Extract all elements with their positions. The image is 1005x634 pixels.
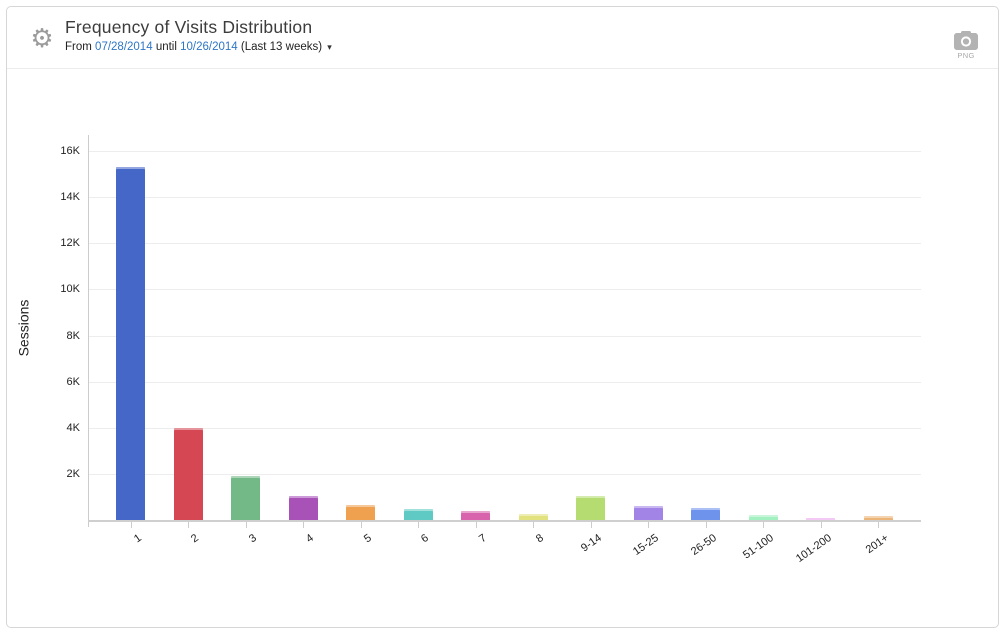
date-to-link[interactable]: 10/26/2014	[180, 41, 238, 53]
date-range-selector[interactable]: From 07/28/2014 until 10/26/2014 (Last 1…	[65, 41, 332, 53]
export-png-button[interactable]: PNG	[944, 27, 988, 63]
bar-15-25[interactable]	[633, 506, 663, 520]
bar-1[interactable]	[116, 167, 145, 520]
bar-6[interactable]	[403, 509, 433, 520]
widget-header: ⚙ Frequency of Visits Distribution From …	[7, 7, 998, 69]
bar-7[interactable]	[461, 511, 490, 520]
bar-5[interactable]	[346, 505, 375, 520]
date-range-mid: until	[155, 41, 177, 53]
date-from-link[interactable]: 07/28/2014	[95, 41, 153, 53]
export-format-label: PNG	[957, 50, 975, 60]
settings-gear-icon[interactable]: ⚙	[24, 21, 60, 57]
date-range-prefix: From	[65, 41, 92, 53]
page-title: Frequency of Visits Distribution	[65, 17, 313, 37]
chevron-down-icon[interactable]: ▾	[327, 42, 332, 52]
title-block: Frequency of Visits Distribution From 07…	[65, 17, 332, 53]
bar-9-14[interactable]	[576, 496, 605, 520]
bar-3[interactable]	[231, 476, 260, 520]
bar-4[interactable]	[288, 496, 318, 520]
y-axis-title: Sessions	[15, 299, 32, 357]
date-range-suffix: (Last 13 weeks)	[240, 41, 323, 53]
camera-icon	[944, 30, 988, 50]
bar-2[interactable]	[173, 428, 203, 520]
bar-8[interactable]	[518, 514, 548, 520]
bar-51-100[interactable]	[748, 515, 778, 520]
bar-201+[interactable]	[863, 516, 893, 520]
chart-card: ⚙ Frequency of Visits Distribution From …	[6, 6, 999, 628]
bar-101-200[interactable]	[806, 518, 835, 520]
bar-26-50[interactable]	[691, 508, 720, 520]
